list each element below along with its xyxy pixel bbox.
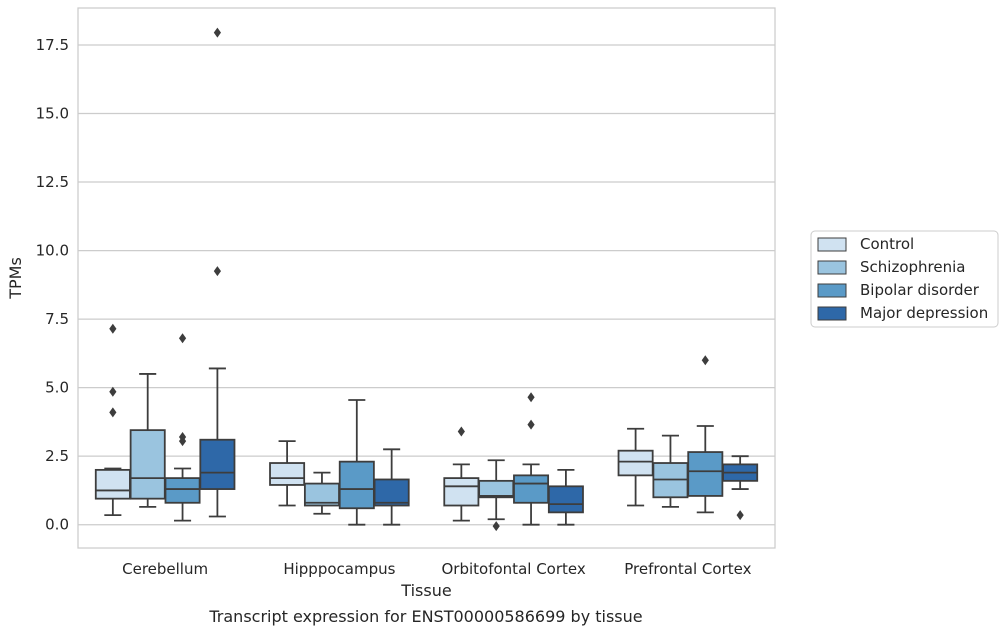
y-axis-ticks: 0.0 2.5 5.0 7.5 10.0 12.5 15.0 17.5 xyxy=(36,36,69,534)
box-iqr xyxy=(199,438,236,490)
box xyxy=(652,434,689,508)
outlier-point xyxy=(492,521,500,532)
x-tick-label: Prefrontal Cortex xyxy=(624,560,751,578)
outlier-point xyxy=(213,27,221,38)
outlier-point xyxy=(213,266,221,277)
outlier-point xyxy=(178,436,187,447)
legend-item: Bipolar disorder xyxy=(817,281,980,299)
y-tick-label: 0.0 xyxy=(45,516,69,534)
box-iqr xyxy=(513,474,550,504)
y-tick-label: 2.5 xyxy=(45,447,69,465)
box xyxy=(443,426,480,522)
legend-label: Major depression xyxy=(860,304,988,322)
legend-label: Control xyxy=(860,235,914,253)
legend-item: Control xyxy=(817,235,914,253)
y-tick-label: 7.5 xyxy=(45,310,69,328)
y-tick-label: 17.5 xyxy=(36,36,69,54)
box xyxy=(373,448,410,526)
legend-swatch xyxy=(817,306,847,321)
chart-caption: Transcript expression for ENST0000058669… xyxy=(208,607,642,626)
legend-swatch xyxy=(817,283,847,298)
outlier-point xyxy=(457,426,465,437)
box-iqr xyxy=(617,449,654,477)
gridlines xyxy=(78,44,775,526)
y-tick-label: 15.0 xyxy=(36,105,69,123)
box-iqr xyxy=(269,462,306,486)
legend-swatch xyxy=(817,260,847,275)
box-iqr xyxy=(443,477,480,507)
x-tick-label: Cerebellum xyxy=(122,560,208,578)
legend-frame xyxy=(810,230,999,328)
x-tick-label: Orbitofontal Cortex xyxy=(442,560,586,578)
legend-label: Schizophrenia xyxy=(860,258,965,276)
legend-item: Schizophrenia xyxy=(817,258,965,276)
box-iqr xyxy=(373,478,410,507)
box-iqr xyxy=(129,429,166,500)
box-iqr xyxy=(547,485,584,514)
y-axis-label: TPMs xyxy=(6,257,25,300)
box xyxy=(547,468,584,526)
box xyxy=(722,455,759,521)
legend: Control Schizophrenia Bipolar disorder Majo… xyxy=(810,230,999,328)
box xyxy=(303,471,340,515)
y-tick-label: 12.5 xyxy=(36,173,69,191)
box-iqr xyxy=(164,477,201,504)
outlier-point xyxy=(109,386,117,397)
box-iqr xyxy=(94,468,131,500)
box-iqr xyxy=(687,451,724,497)
box xyxy=(687,355,724,514)
outlier-point xyxy=(109,323,117,334)
x-axis-label: Tissue xyxy=(400,581,451,600)
box xyxy=(513,392,550,526)
box xyxy=(94,323,131,517)
legend-item: Major depression xyxy=(817,304,988,322)
box xyxy=(164,333,201,522)
box xyxy=(478,459,515,532)
outlier-point xyxy=(178,333,187,344)
legend-swatch xyxy=(817,237,847,252)
box-series xyxy=(94,27,759,532)
box xyxy=(129,373,166,508)
outlier-point xyxy=(109,407,117,418)
outlier-point xyxy=(527,392,535,403)
box xyxy=(338,399,375,526)
outlier-point xyxy=(527,419,535,430)
box-iqr xyxy=(478,479,515,499)
box xyxy=(269,440,306,507)
x-tick-label: Hipppocampus xyxy=(283,560,395,578)
box xyxy=(199,27,236,518)
x-axis-ticks: Cerebellum Hipppocampus Orbitofontal Corte… xyxy=(122,560,751,578)
box xyxy=(617,427,654,507)
outlier-point xyxy=(701,355,709,366)
y-tick-label: 5.0 xyxy=(45,379,69,397)
plot-frame xyxy=(77,7,776,549)
legend-label: Bipolar disorder xyxy=(860,281,980,299)
y-tick-label: 10.0 xyxy=(36,242,69,260)
outlier-point xyxy=(736,510,744,521)
box-iqr xyxy=(338,460,375,510)
